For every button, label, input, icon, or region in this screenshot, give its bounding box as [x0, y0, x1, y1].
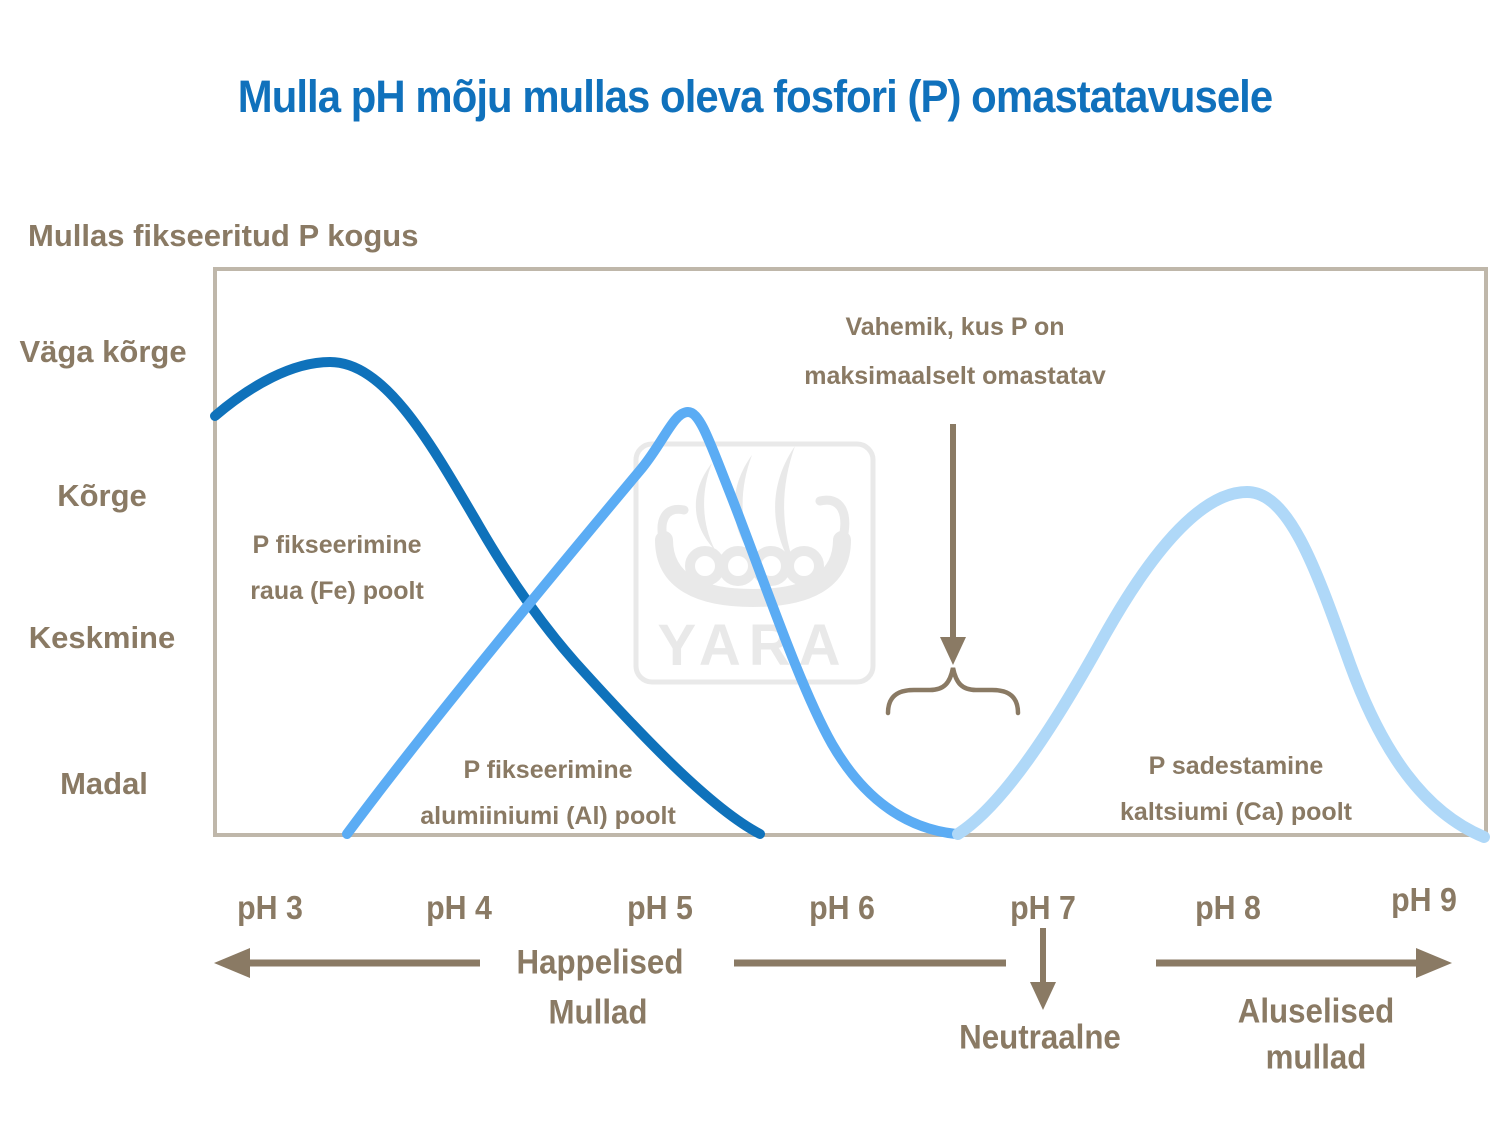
brace-icon [885, 667, 1021, 716]
x-tick-ph9: pH 9 [1391, 881, 1457, 918]
y-tick-madal: Madal [60, 766, 148, 801]
sail-icon [734, 455, 755, 560]
alkaline-soils-label-line2: mullad [1265, 1038, 1367, 1077]
alkaline-arrow-head-icon [1416, 948, 1452, 978]
fe-curve-label-line1: P fikseerimine [252, 531, 422, 559]
curve-fe-fixation [210, 356, 765, 839]
x-tick-ph4: pH 4 [426, 889, 492, 926]
watermark-text: YARA [657, 613, 848, 678]
curve-al-fixation [342, 406, 961, 839]
page-title: Mulla pH mõju mullas oleva fosfori (P) o… [237, 71, 1273, 122]
ca-curve-label: P sadestamine kaltsiumi (Ca) poolt [1120, 743, 1352, 835]
sail-icon [775, 446, 798, 574]
al-curve-label-line1: P fikseerimine [463, 756, 633, 784]
fe-curve-label-line2: raua (Fe) poolt [250, 577, 424, 605]
al-curve-label: P fikseerimine alumiiniumi (Al) poolt [420, 747, 676, 839]
y-tick-korge: Kõrge [57, 478, 147, 513]
x-tick-ph8: pH 8 [1195, 889, 1261, 926]
fe-curve-label: P fikseerimine raua (Fe) poolt [250, 522, 424, 614]
stern-icon [815, 495, 850, 547]
prow-icon [657, 504, 689, 547]
neutral-label: Neutraalne [959, 1018, 1121, 1057]
ph-scale-arrows [214, 928, 1452, 1010]
x-tick-ph6: pH 6 [809, 889, 875, 926]
shield-icon [685, 546, 725, 586]
max-available-arrow-icon [940, 424, 966, 665]
x-tick-ph7: pH 7 [1010, 889, 1076, 926]
curve-ca-precipitation [952, 485, 1490, 843]
y-axis-label: Mullas fikseeritud P kogus [28, 218, 419, 253]
acidic-soils-label-line1: Happelised [516, 943, 684, 982]
hull-icon [655, 531, 851, 608]
y-tick-keskmine: Keskmine [28, 620, 176, 655]
plot-area [213, 267, 1488, 837]
acidic-arrow-head-icon [214, 948, 250, 978]
alkaline-soils-label-line1: Aluselised [1237, 992, 1395, 1031]
shield-icon [784, 546, 824, 586]
max-available-line2: maksimaalselt omastatav [804, 362, 1106, 390]
al-curve-label-line2: alumiiniumi (Al) poolt [420, 802, 676, 830]
ca-curve-label-line1: P sadestamine [1148, 752, 1324, 780]
ca-curve-label-line2: kaltsiumi (Ca) poolt [1120, 798, 1352, 826]
neutral-arrow-head-icon [1030, 982, 1056, 1010]
y-tick-vaga-korge: Väga kõrge [19, 334, 187, 369]
sail-icon [695, 463, 715, 550]
watermark-frame [633, 441, 876, 685]
max-available-line1: Vahemik, kus P on [845, 313, 1065, 341]
acidic-soils-label-line2: Mullad [548, 993, 648, 1032]
x-tick-ph3: pH 3 [237, 889, 303, 926]
max-available-annotation: Vahemik, kus P on maksimaalselt omastata… [804, 303, 1106, 401]
x-tick-ph5: pH 5 [627, 889, 693, 926]
